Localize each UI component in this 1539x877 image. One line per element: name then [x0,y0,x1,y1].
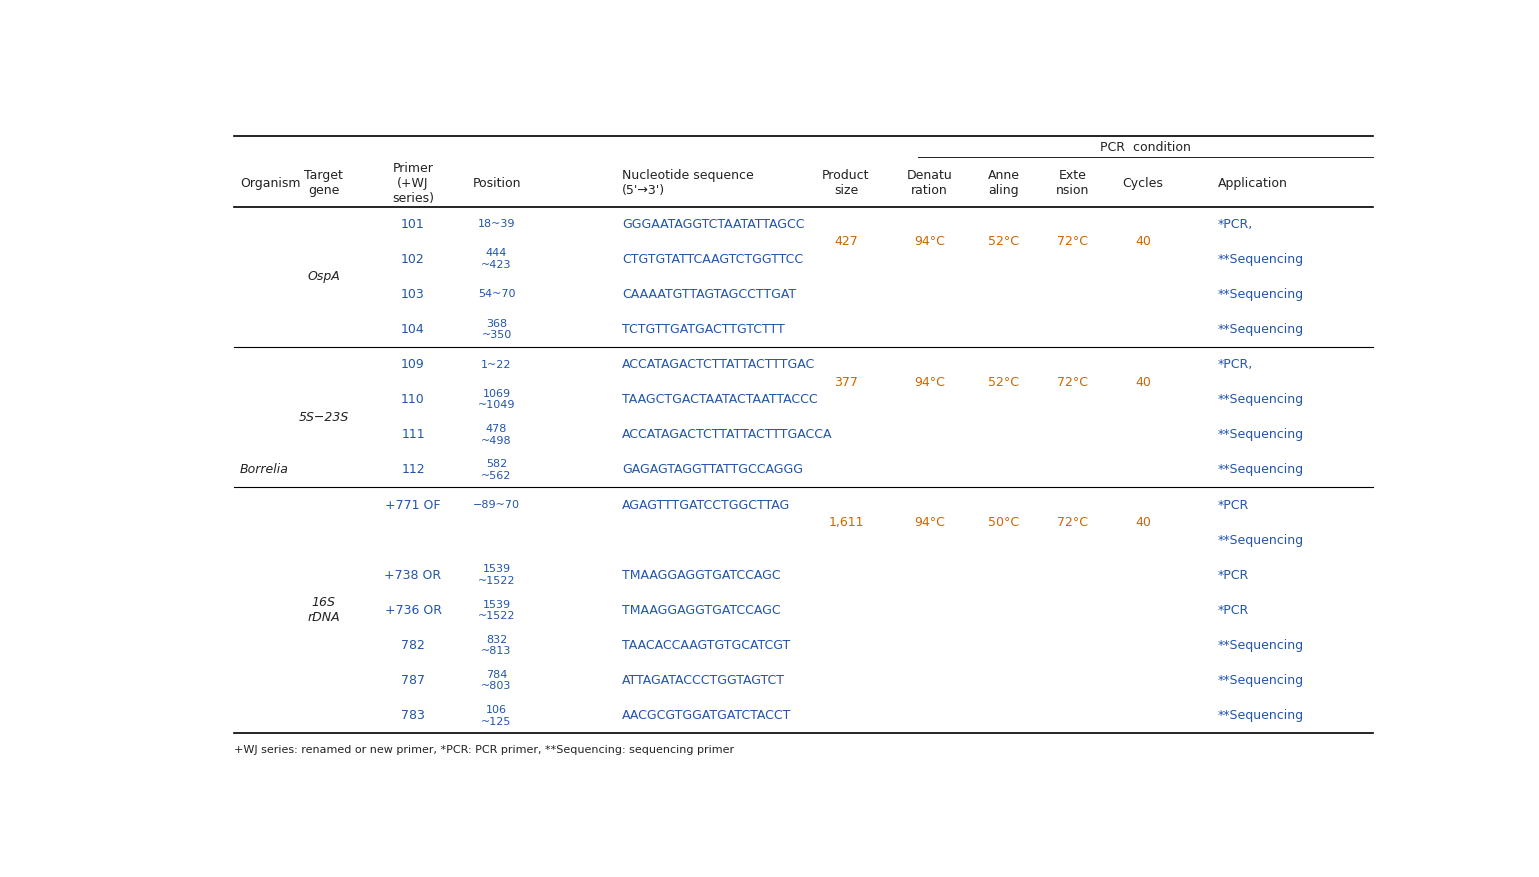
Text: 582
~562: 582 ~562 [482,459,511,481]
Text: **Sequencing: **Sequencing [1219,288,1304,301]
Text: **Sequencing: **Sequencing [1219,393,1304,406]
Text: AGAGTTTGATCCTGGCTTAG: AGAGTTTGATCCTGGCTTAG [622,498,790,511]
Text: +771 OF: +771 OF [385,498,440,511]
Text: ACCATAGACTCTTATTACTTTGACCA: ACCATAGACTCTTATTACTTTGACCA [622,428,833,441]
Text: *PCR: *PCR [1219,569,1250,581]
Text: 368
~350: 368 ~350 [482,318,511,340]
Text: TAACACCAAGTGTGCATCGT: TAACACCAAGTGTGCATCGT [622,639,790,652]
Text: TCTGTTGATGACTTGTCTTT: TCTGTTGATGACTTGTCTTT [622,323,785,336]
Text: **Sequencing: **Sequencing [1219,463,1304,476]
Text: *PCR,: *PCR, [1219,358,1253,371]
Text: **Sequencing: **Sequencing [1219,533,1304,546]
Text: 787: 787 [402,674,425,687]
Text: 52°C: 52°C [988,375,1019,389]
Text: 18~39: 18~39 [477,219,516,229]
Text: 110: 110 [402,393,425,406]
Text: 377: 377 [834,375,857,389]
Text: 1539
~1522: 1539 ~1522 [477,565,516,586]
Text: *PCR,: *PCR, [1219,217,1253,231]
Text: 109: 109 [402,358,425,371]
Text: Nucleotide sequence
(5'→3'): Nucleotide sequence (5'→3') [622,169,754,197]
Text: 782: 782 [402,639,425,652]
Text: 784
~803: 784 ~803 [482,670,511,691]
Text: Anne
aling: Anne aling [988,169,1019,197]
Text: 112: 112 [402,463,425,476]
Text: Target
gene: Target gene [305,169,343,197]
Text: 40: 40 [1136,375,1151,389]
Text: 72°C: 72°C [1057,235,1088,248]
Text: **Sequencing: **Sequencing [1219,674,1304,687]
Text: Cycles: Cycles [1122,177,1163,189]
Text: 104: 104 [402,323,425,336]
Text: +738 OR: +738 OR [385,569,442,581]
Text: Exte
nsion: Exte nsion [1056,169,1090,197]
Text: 5S−23S: 5S−23S [299,410,349,424]
Text: Organism: Organism [240,177,300,189]
Text: TMAAGGAGGTGATCCAGC: TMAAGGAGGTGATCCAGC [622,604,780,617]
Text: 40: 40 [1136,516,1151,529]
Text: 16S
rDNA: 16S rDNA [308,596,340,624]
Text: 1539
~1522: 1539 ~1522 [477,600,516,621]
Text: 72°C: 72°C [1057,375,1088,389]
Text: ATTAGATACCCTGGTAGTCT: ATTAGATACCCTGGTAGTCT [622,674,785,687]
Text: OspA: OspA [308,270,340,283]
Text: Position: Position [472,177,520,189]
Text: 1,611: 1,611 [828,516,863,529]
Text: **Sequencing: **Sequencing [1219,253,1304,266]
Text: 478
~498: 478 ~498 [482,424,512,446]
Text: 50°C: 50°C [988,516,1019,529]
Text: 103: 103 [402,288,425,301]
Text: +736 OR: +736 OR [385,604,442,617]
Text: CTGTGTATTCAAGTCTGGTTCC: CTGTGTATTCAAGTCTGGTTCC [622,253,803,266]
Text: CAAAATGTTAGTAGCCTTGAT: CAAAATGTTAGTAGCCTTGAT [622,288,796,301]
Text: *PCR: *PCR [1219,498,1250,511]
Text: GAGAGTAGGTTATTGCCAGGG: GAGAGTAGGTTATTGCCAGGG [622,463,803,476]
Text: 52°C: 52°C [988,235,1019,248]
Text: 832
~813: 832 ~813 [482,635,511,656]
Text: 1~22: 1~22 [482,360,512,369]
Text: Application: Application [1219,177,1288,189]
Text: **Sequencing: **Sequencing [1219,323,1304,336]
Text: **Sequencing: **Sequencing [1219,639,1304,652]
Text: 40: 40 [1136,235,1151,248]
Text: 106
~125: 106 ~125 [482,705,511,726]
Text: 444
~423: 444 ~423 [482,248,512,270]
Text: Primer
(+WJ
series): Primer (+WJ series) [392,161,434,204]
Text: ACCATAGACTCTTATTACTTTGAC: ACCATAGACTCTTATTACTTTGAC [622,358,816,371]
Text: AACGCGTGGATGATCTACCT: AACGCGTGGATGATCTACCT [622,709,791,722]
Text: PCR  condition: PCR condition [1100,141,1191,154]
Text: 111: 111 [402,428,425,441]
Text: −89~70: −89~70 [472,500,520,510]
Text: 94°C: 94°C [914,235,945,248]
Text: **Sequencing: **Sequencing [1219,709,1304,722]
Text: 72°C: 72°C [1057,516,1088,529]
Text: 102: 102 [402,253,425,266]
Text: Denatu
ration: Denatu ration [906,169,953,197]
Text: Product
size: Product size [822,169,870,197]
Text: 427: 427 [834,235,857,248]
Text: TAAGCTGACTAATACTAATTACCC: TAAGCTGACTAATACTAATTACCC [622,393,817,406]
Text: *PCR: *PCR [1219,604,1250,617]
Text: 94°C: 94°C [914,516,945,529]
Text: TMAAGGAGGTGATCCAGC: TMAAGGAGGTGATCCAGC [622,569,780,581]
Text: 94°C: 94°C [914,375,945,389]
Text: **Sequencing: **Sequencing [1219,428,1304,441]
Text: Borrelia: Borrelia [240,463,289,476]
Text: 783: 783 [402,709,425,722]
Text: +WJ series: renamed or new primer, *PCR: PCR primer, **Sequencing: sequencing pr: +WJ series: renamed or new primer, *PCR:… [234,745,734,755]
Text: GGGAATAGGTCTAATATTAGCC: GGGAATAGGTCTAATATTAGCC [622,217,805,231]
Text: 101: 101 [402,217,425,231]
Text: 54~70: 54~70 [477,289,516,299]
Text: 1069
~1049: 1069 ~1049 [477,389,516,410]
